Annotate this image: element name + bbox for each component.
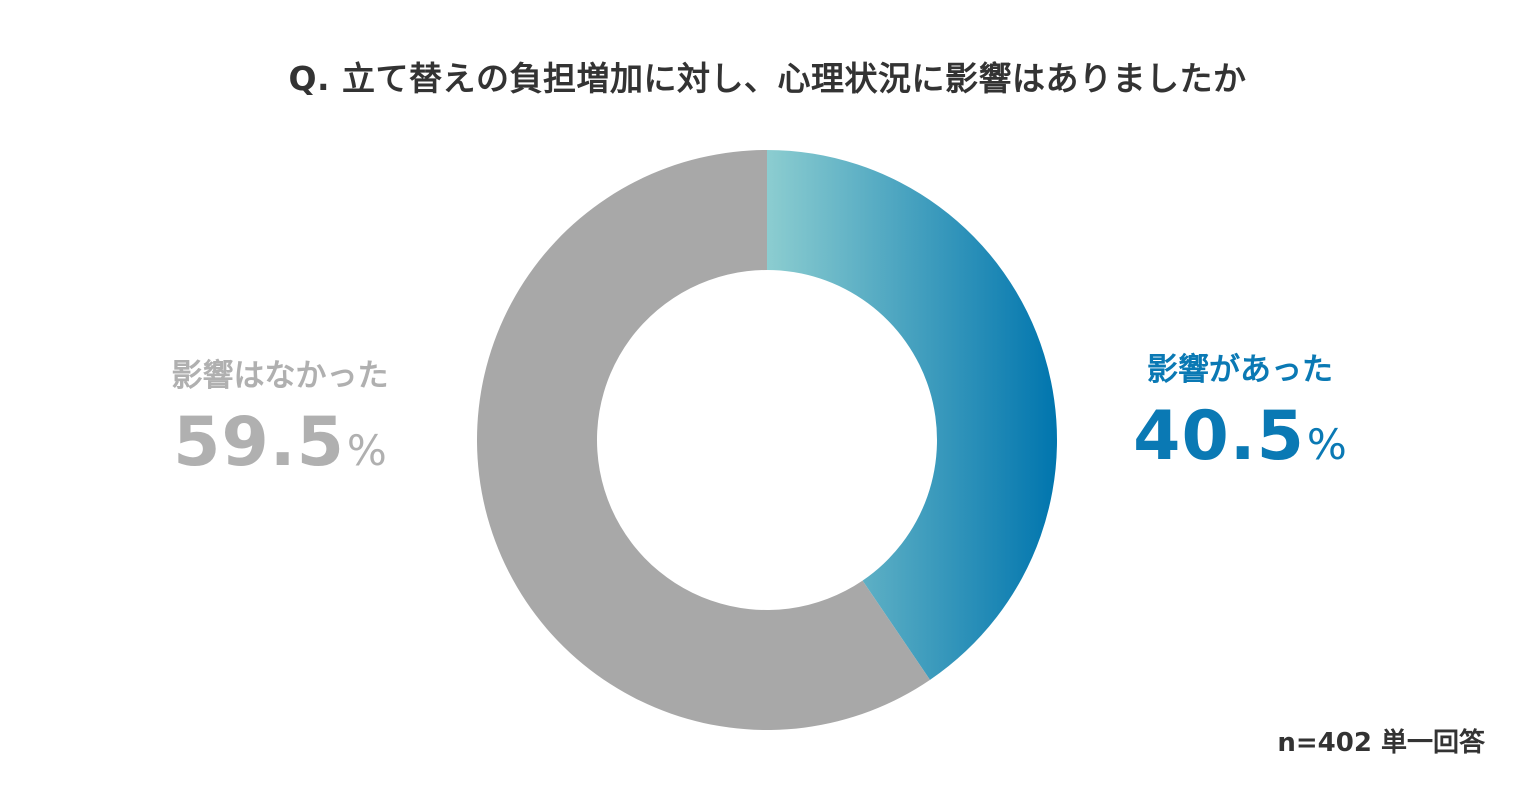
label-affected-unit: % [1306,420,1347,469]
label-unaffected-name: 影響はなかった [171,358,389,394]
label-affected-name: 影響があった [1147,352,1333,388]
label-unaffected-unit: % [346,426,387,475]
slice-unaffected [476,150,931,731]
label-affected-value: 40.5 [1133,397,1305,476]
chart-title: Q. 立て替えの負担増加に対し、心理状況に影響はありましたか [288,59,1247,98]
label-affected: 影響があった 40.5% [1090,350,1390,489]
label-unaffected: 影響はなかった 59.5% [130,356,430,495]
label-unaffected-value: 59.5 [173,403,345,482]
slice-affected [767,150,1057,680]
sample-note: n=402 単一回答 [1277,728,1485,758]
